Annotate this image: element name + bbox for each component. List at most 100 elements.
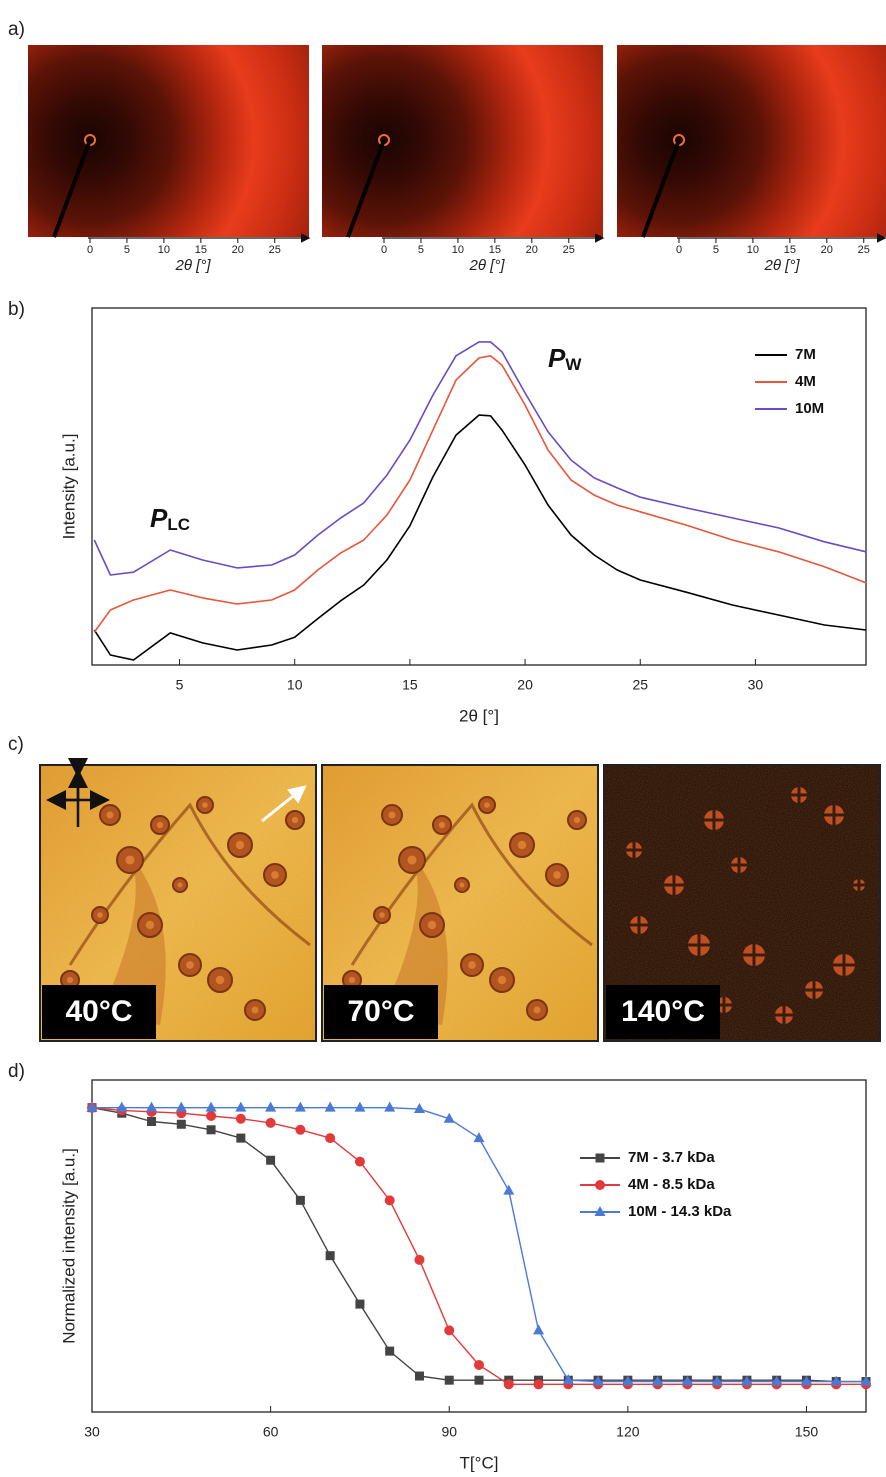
series-line bbox=[93, 414, 867, 661]
x-tick-label: 0 bbox=[381, 244, 387, 256]
marker bbox=[562, 1374, 574, 1385]
frame bbox=[39, 764, 317, 1042]
frame bbox=[603, 764, 881, 1042]
marker bbox=[414, 1254, 425, 1265]
plot-frame bbox=[91, 307, 867, 666]
diffraction-background bbox=[28, 45, 309, 237]
marker bbox=[681, 1375, 693, 1386]
annotation-subscript: W bbox=[565, 355, 582, 374]
caption-box bbox=[606, 985, 720, 1039]
legend-marker bbox=[595, 1180, 605, 1190]
x-tick-label: 5 bbox=[124, 244, 130, 256]
x-tick-label: 10 bbox=[452, 244, 464, 256]
marker bbox=[444, 1325, 455, 1336]
marker bbox=[146, 1101, 158, 1112]
x-tick-label: 20 bbox=[232, 244, 244, 256]
marker bbox=[860, 1375, 872, 1386]
x-tick-label: 0 bbox=[87, 244, 93, 256]
marker bbox=[325, 1251, 335, 1261]
diffraction-background bbox=[617, 45, 886, 237]
marker bbox=[384, 1195, 395, 1206]
marker bbox=[235, 1113, 246, 1124]
marker bbox=[474, 1375, 484, 1385]
marker bbox=[533, 1324, 545, 1335]
marker bbox=[800, 1375, 812, 1386]
marker bbox=[294, 1101, 306, 1112]
legend-label: 4M - 8.5 kDa bbox=[628, 1176, 715, 1193]
caption: 40°C bbox=[65, 995, 132, 1028]
legend-label: 10M bbox=[795, 400, 824, 417]
y-axis-title: Intensity [a.u.] bbox=[59, 434, 78, 540]
series-line bbox=[92, 1107, 866, 1383]
micrograph: 140°C bbox=[603, 764, 881, 1042]
marker bbox=[711, 1375, 723, 1386]
y-axis-title: Normalized intensity [a.u.] bbox=[59, 1148, 78, 1344]
series-line bbox=[91, 1107, 866, 1385]
panel-label: b) bbox=[8, 299, 25, 320]
marker bbox=[295, 1124, 306, 1135]
series-line bbox=[93, 341, 867, 576]
marker bbox=[354, 1101, 366, 1112]
beamstop bbox=[346, 139, 386, 238]
marker bbox=[176, 1119, 186, 1129]
marker bbox=[206, 1125, 216, 1135]
panel-label: c) bbox=[8, 734, 24, 755]
x-tick-label: 15 bbox=[489, 244, 501, 256]
x-tick-label: 25 bbox=[632, 677, 648, 693]
marker bbox=[385, 1346, 395, 1356]
marker bbox=[741, 1375, 753, 1386]
caption: 70°C bbox=[347, 995, 414, 1028]
marker bbox=[443, 1112, 455, 1123]
marker bbox=[503, 1184, 515, 1195]
legend-label: 10M - 14.3 kDa bbox=[628, 1203, 732, 1220]
micrograph: 70°C bbox=[321, 764, 599, 1042]
annotation: PW bbox=[548, 343, 582, 375]
caption-box bbox=[42, 985, 156, 1039]
x-tick-label: 5 bbox=[713, 244, 719, 256]
x-axis-title: 2θ [°] bbox=[764, 257, 801, 274]
beamstop bbox=[641, 139, 681, 238]
annotation-subscript: LC bbox=[167, 515, 190, 534]
marker bbox=[474, 1359, 484, 1370]
x-tick-label: 10 bbox=[158, 244, 170, 256]
marker bbox=[325, 1133, 336, 1144]
plot-frame bbox=[91, 1079, 867, 1413]
x-tick-label: 90 bbox=[441, 1424, 457, 1440]
x-tick-label: 15 bbox=[784, 244, 796, 256]
marker bbox=[205, 1101, 217, 1112]
marker bbox=[414, 1371, 424, 1381]
marker bbox=[266, 1155, 276, 1165]
marker bbox=[175, 1101, 187, 1112]
diffraction-image bbox=[617, 45, 886, 238]
marker bbox=[147, 1117, 157, 1126]
x-tick-label: 60 bbox=[263, 1424, 279, 1440]
series-line bbox=[93, 355, 867, 633]
marker bbox=[354, 1156, 365, 1167]
micrograph: 40°C bbox=[39, 764, 317, 1042]
caption-box bbox=[324, 985, 438, 1039]
marker bbox=[355, 1299, 365, 1309]
marker bbox=[503, 1379, 514, 1390]
panel-label: a) bbox=[8, 19, 25, 40]
x-tick-label: 20 bbox=[526, 244, 538, 256]
x-tick-label: 10 bbox=[747, 244, 759, 256]
legend-label: 7M bbox=[795, 346, 816, 363]
marker bbox=[473, 1132, 485, 1143]
legend-marker bbox=[595, 1153, 605, 1163]
marker bbox=[235, 1101, 247, 1112]
marker bbox=[116, 1101, 128, 1112]
diffraction-background bbox=[322, 45, 603, 237]
diffraction-image bbox=[28, 45, 309, 238]
legend-label: 7M - 3.7 kDa bbox=[628, 1149, 715, 1166]
marker bbox=[592, 1375, 604, 1386]
marker bbox=[324, 1101, 336, 1112]
marker bbox=[265, 1117, 276, 1128]
x-tick-label: 20 bbox=[517, 677, 533, 693]
x-tick-label: 10 bbox=[287, 677, 303, 693]
annotation-main: P bbox=[150, 503, 168, 533]
x-tick-label: 15 bbox=[402, 677, 418, 693]
marker bbox=[413, 1103, 425, 1114]
legend-label: 4M bbox=[795, 373, 816, 390]
marker bbox=[533, 1379, 544, 1390]
